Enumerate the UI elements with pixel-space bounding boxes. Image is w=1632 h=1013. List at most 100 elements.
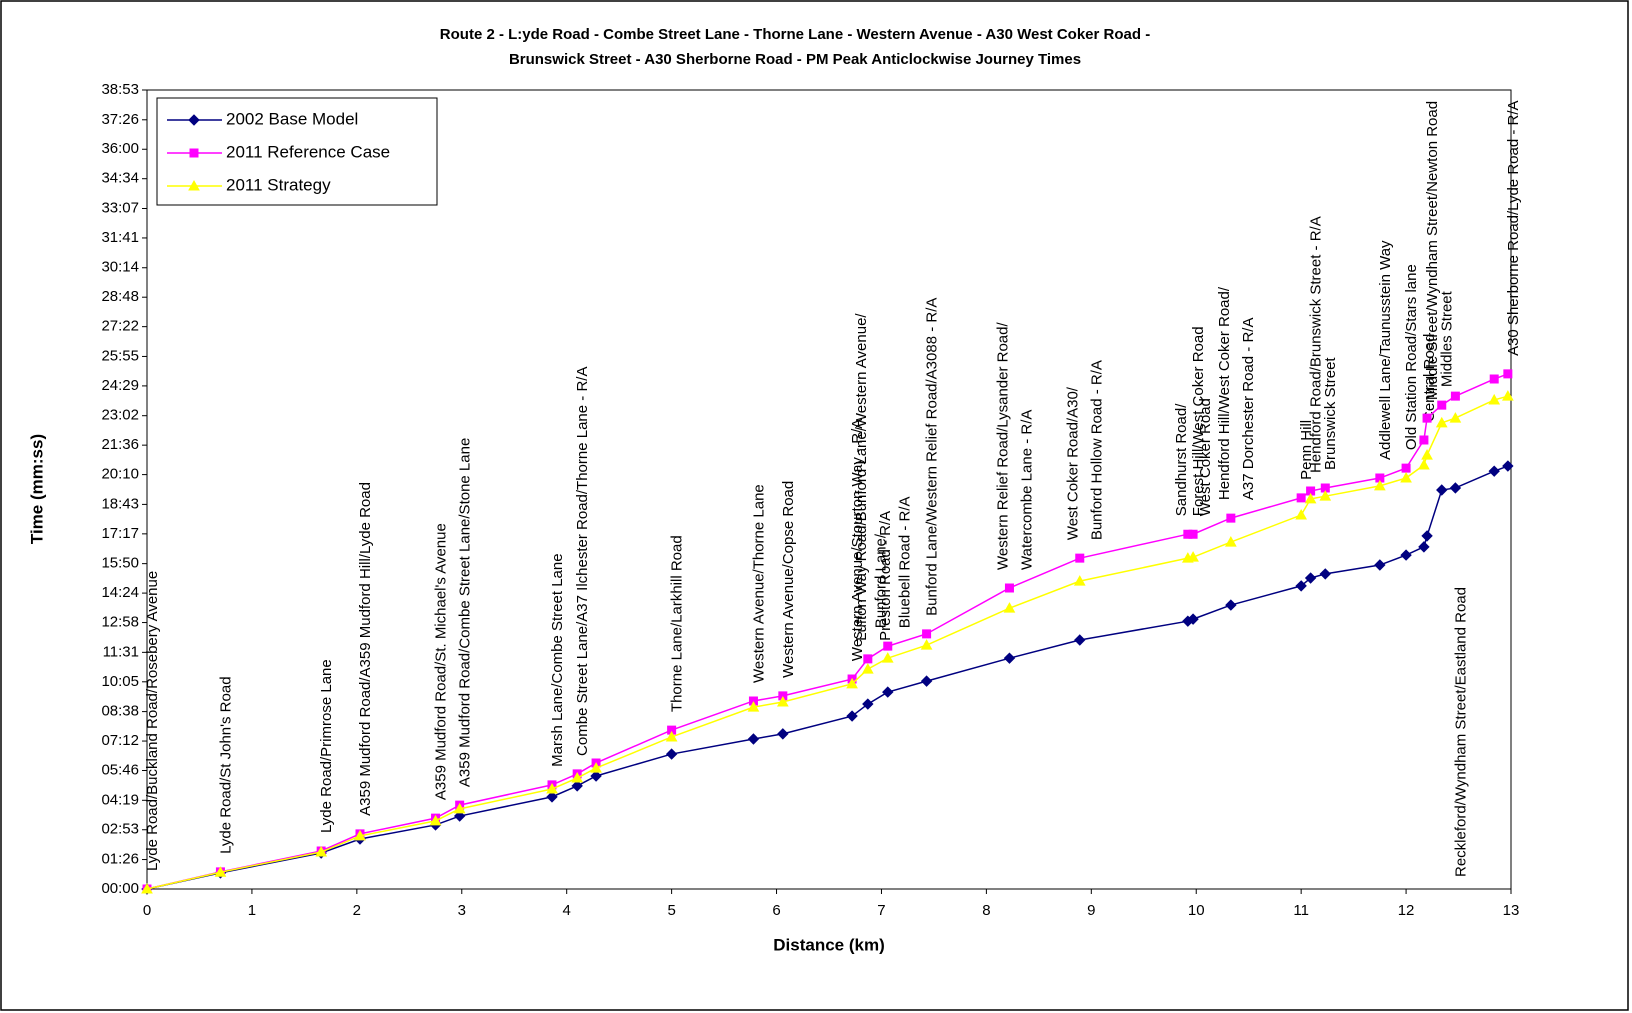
marker [776, 695, 789, 707]
point-label: Lufton Way Road/Bunford Lane/Western Ave… [853, 313, 870, 641]
point-label: Brunswick Street [1322, 357, 1339, 470]
y-tick-label: 10:05 [101, 673, 139, 690]
marker [1449, 482, 1462, 494]
y-tick-label: 37:26 [101, 111, 139, 128]
marker [1488, 465, 1500, 477]
y-tick-label: 25:55 [101, 347, 139, 364]
y-tick-label: 27:22 [101, 318, 139, 335]
chart-title: Route 2 - L:yde Road - Combe Street Lane… [440, 26, 1150, 43]
x-tick-label: 5 [667, 902, 675, 919]
y-tick-label: 12:58 [101, 614, 139, 631]
marker [920, 675, 933, 687]
marker [922, 629, 932, 639]
marker [1502, 390, 1514, 401]
y-tick-label: 00:00 [101, 880, 139, 897]
point-label: Addlewell Lane/Taunusstein Way [1377, 240, 1394, 460]
marker [354, 829, 366, 841]
point-label: Combe Street Lane/A37 Ilchester Road/Tho… [574, 367, 591, 756]
marker [1503, 369, 1513, 379]
y-tick-label: 36:00 [101, 140, 139, 157]
marker [862, 698, 874, 710]
marker [1375, 473, 1385, 483]
marker [1422, 413, 1432, 423]
y-tick-label: 14:24 [101, 584, 139, 601]
marker [1320, 483, 1330, 493]
point-label: West Coker Road [1197, 398, 1214, 516]
y-tick-label: 18:43 [101, 495, 139, 512]
marker [863, 654, 873, 664]
marker [1401, 463, 1411, 473]
marker [1073, 575, 1086, 586]
marker [1437, 400, 1447, 410]
marker [1418, 541, 1430, 553]
point-label: Marsh Lane/Combe Street Lane [549, 553, 566, 766]
x-tick-label: 12 [1398, 902, 1415, 919]
marker [665, 730, 678, 742]
y-tick-label: 07:12 [101, 732, 139, 749]
marker [1450, 391, 1460, 401]
point-label: Preston Road - R/A [877, 511, 894, 641]
point-label: Lyde Road/Buckland Road/Rosebery Avenue [144, 571, 161, 871]
point-label: Watercombe Lane - R/A [1018, 410, 1035, 570]
marker [1295, 580, 1307, 592]
marker [861, 663, 874, 674]
marker [881, 652, 894, 663]
y-tick-label: 17:17 [101, 525, 139, 542]
marker [1400, 549, 1412, 561]
point-label: Hendford Road/Brunswick Street - R/A [1308, 216, 1325, 473]
marker [665, 748, 678, 760]
y-tick-label: 38:53 [101, 81, 139, 98]
point-label: A359 Mudford Road/St. Michael's Avenue [433, 523, 450, 800]
y-tick-label: 24:29 [101, 377, 139, 394]
marker [667, 725, 677, 735]
y-tick-label: 02:53 [101, 821, 139, 838]
y-tick-label: 11:31 [103, 643, 139, 660]
point-label: Lyde Road/St John's Road [217, 676, 234, 853]
y-tick-label: 05:46 [101, 761, 139, 778]
marker [748, 696, 758, 706]
marker [1003, 602, 1016, 613]
marker [1304, 572, 1317, 584]
y-tick-label: 01:26 [101, 851, 139, 868]
marker [546, 782, 558, 794]
x-tick-label: 10 [1188, 902, 1205, 919]
marker [1435, 416, 1448, 428]
marker [590, 762, 602, 773]
y-tick-label: 04:19 [101, 791, 139, 808]
y-tick-label: 20:10 [101, 466, 139, 483]
x-tick-label: 8 [982, 902, 990, 919]
point-label: Sandhurst Road/ [1173, 403, 1190, 516]
point-label: Western Relief Road/Lysander Road/ [994, 321, 1011, 569]
legend-label: 2002 Base Model [226, 109, 358, 128]
y-tick-label: 21:36 [101, 436, 139, 453]
marker [1502, 460, 1514, 472]
y-tick-label: 28:48 [101, 288, 139, 305]
point-label: Bluebell Road - R/A [897, 496, 914, 628]
legend-label: 2011 Strategy [226, 175, 331, 194]
marker [1187, 551, 1199, 562]
x-tick-label: 2 [353, 902, 361, 919]
point-label: A359 Mudford Road/Combe Street Lane/Ston… [457, 438, 474, 787]
point-label: A37 Dorchester Road - R/A [1240, 318, 1257, 501]
point-label: Lyde Road/Primrose Lane [318, 659, 335, 833]
marker [1074, 634, 1086, 646]
marker [1319, 490, 1332, 501]
x-tick-label: 0 [143, 902, 151, 919]
marker [846, 677, 858, 689]
marker [1418, 458, 1430, 470]
marker [1306, 486, 1316, 496]
y-tick-label: 23:02 [101, 407, 139, 424]
point-label: Middles Street [1439, 290, 1456, 387]
x-tick-label: 13 [1503, 902, 1520, 919]
point-label: Reckleford/Wyndham Street/Eastland Road [1452, 587, 1469, 877]
marker [1374, 559, 1386, 571]
marker [571, 772, 584, 783]
marker [1225, 599, 1237, 611]
point-label: Forest Hill/West Coker Road [1190, 326, 1207, 516]
point-label: Thorne Lane/Larkhill Road [669, 535, 686, 712]
marker [1436, 484, 1448, 496]
x-tick-label: 6 [772, 902, 780, 919]
marker [571, 780, 583, 792]
marker [882, 686, 894, 698]
marker [1004, 583, 1014, 593]
